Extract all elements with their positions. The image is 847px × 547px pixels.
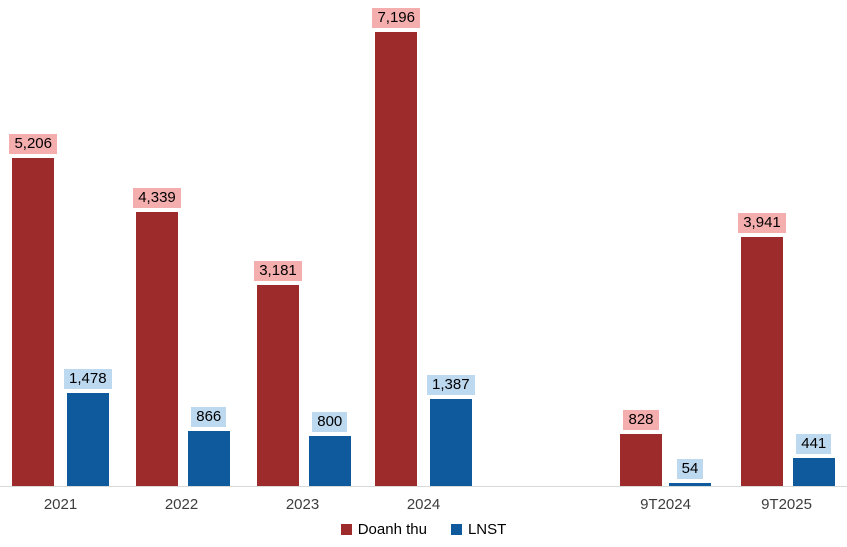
bar-doanh-thu-2023	[256, 285, 299, 486]
category-group-9T2025: 3,941 441	[726, 0, 847, 486]
x-axis-label-2022: 2022	[164, 496, 199, 513]
legend-item-lnst: LNST	[450, 521, 507, 538]
bar-stack: 828	[620, 410, 662, 486]
x-axis-labels: 2021 2022 2023 2024 9T2024 9T2025	[0, 488, 847, 513]
value-label: 800	[312, 412, 348, 432]
bar-stack: 54	[669, 459, 711, 486]
bar-lnst-2023	[308, 436, 351, 486]
category-group-9T2024: 828 54	[605, 0, 726, 486]
bar-stack: 5,206	[9, 134, 57, 486]
value-label: 1,478	[64, 369, 112, 389]
category-group-spacer	[484, 0, 605, 486]
bar-doanh-thu-2022	[135, 212, 178, 486]
value-label: 3,181	[254, 261, 302, 281]
bar-stack: 1,478	[64, 369, 112, 486]
chart-legend: Doanh thu LNST	[0, 521, 847, 538]
bar-doanh-thu-9T2024	[620, 434, 662, 486]
value-label: 4,339	[133, 188, 181, 208]
category-group-2021: 5,206 1,478	[0, 0, 121, 486]
bar-stack: 1,387	[427, 375, 475, 486]
x-axis-label-2021: 2021	[43, 496, 78, 513]
x-axis-label-2024: 2024	[406, 496, 441, 513]
bar-doanh-thu-2024	[375, 32, 418, 486]
value-label: 1,387	[427, 375, 475, 395]
value-label: 7,196	[372, 8, 420, 28]
value-label: 828	[623, 410, 659, 430]
bar-stack: 866	[187, 407, 230, 486]
value-label: 54	[676, 459, 704, 479]
bar-stack: 441	[792, 434, 835, 486]
x-axis-label-9T2025: 9T2025	[761, 496, 812, 513]
bar-doanh-thu-2021	[12, 158, 55, 486]
value-label: 3,941	[738, 213, 786, 233]
category-group-2022: 4,339 866	[121, 0, 242, 486]
bar-stack: 3,941	[738, 213, 786, 486]
bar-lnst-9T2025	[792, 458, 835, 486]
value-label: 866	[191, 407, 227, 427]
category-group-2024: 7,196 1,387	[363, 0, 484, 486]
bar-lnst-9T2024	[669, 483, 711, 486]
legend-label: LNST	[467, 521, 507, 538]
x-axis-label-spacer	[484, 488, 605, 513]
bar-stack: 3,181	[254, 261, 302, 486]
legend-swatch-lnst	[450, 524, 462, 535]
bar-lnst-2021	[66, 393, 109, 486]
x-axis-label-9T2024: 9T2024	[640, 496, 691, 513]
bar-doanh-thu-9T2025	[740, 237, 783, 486]
legend-label: Doanh thu	[357, 521, 427, 538]
plot-area: 5,206 1,478 4,339 866 3,181 800 7,196 1,387 828 5…	[0, 0, 847, 487]
bar-stack: 800	[308, 412, 351, 486]
category-group-2023: 3,181 800	[242, 0, 363, 486]
bar-stack: 4,339	[133, 188, 181, 486]
bar-stack: 7,196	[372, 8, 420, 486]
bar-lnst-2022	[187, 431, 230, 486]
value-label: 441	[796, 434, 832, 454]
x-axis-label-2023: 2023	[285, 496, 320, 513]
value-label: 5,206	[9, 134, 57, 154]
legend-item-doanh-thu: Doanh thu	[340, 521, 427, 538]
legend-swatch-doanh-thu	[340, 524, 352, 535]
bar-lnst-2024	[429, 399, 472, 486]
